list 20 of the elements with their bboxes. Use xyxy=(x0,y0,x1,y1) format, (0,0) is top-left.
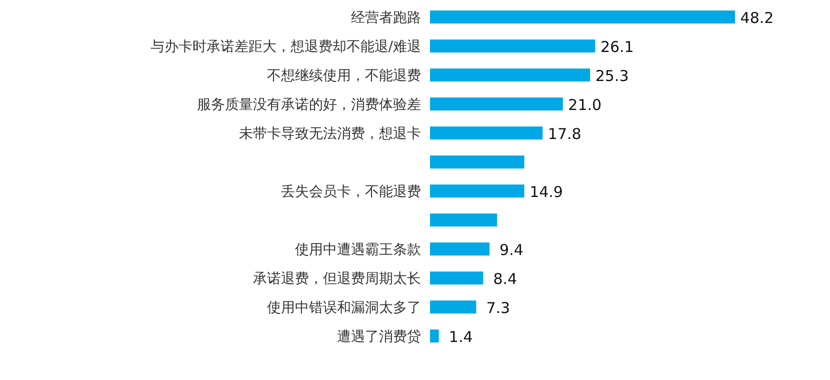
data-label: 8.4 xyxy=(493,270,518,288)
data-label: 9.4 xyxy=(500,241,524,259)
y-tick-label: 使用中错误和漏洞太多了 xyxy=(267,300,421,316)
y-tick-label: 丢失会员卡，不能退费 xyxy=(281,184,421,200)
data-label: 17.8 xyxy=(548,125,582,143)
data-label: 25.3 xyxy=(595,67,629,85)
data-label: 1.4 xyxy=(448,328,473,346)
y-tick-label: 经营者跑路 xyxy=(351,10,421,26)
y-tick-label: 承诺退费，但退费周期太长 xyxy=(253,271,421,287)
y-tick-label: 与办卡时承诺差距大，想退费却不能退/难退 xyxy=(150,39,421,55)
data-label: 14.9 xyxy=(530,183,563,201)
data-label: 26.1 xyxy=(600,38,634,56)
y-tick-label: 使用中遭遇霸王条款 xyxy=(295,242,421,258)
y-tick-label: 不想继续使用，不能退费 xyxy=(267,68,421,84)
y-tick-label: 未带卡导致无法消费，想退卡 xyxy=(239,126,421,142)
data-label: 7.3 xyxy=(486,299,510,317)
y-tick-label: 服务质量没有承诺的好，消费体验差 xyxy=(197,97,421,113)
y-tick-label: 遭遇了消费贷 xyxy=(337,329,421,345)
data-label: 21.0 xyxy=(568,96,602,114)
data-label: 48.2 xyxy=(740,9,774,27)
